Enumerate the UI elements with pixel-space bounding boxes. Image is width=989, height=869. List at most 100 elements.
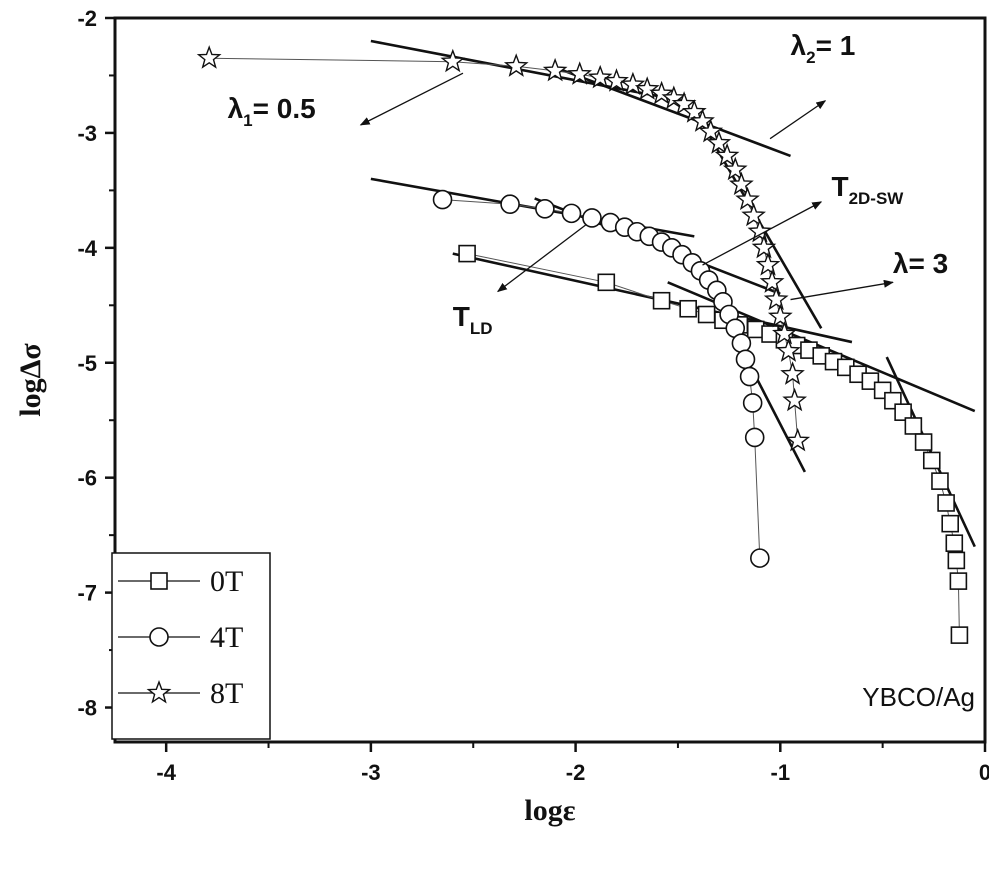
data-point [767, 303, 793, 328]
y-tick-label: -8 [77, 696, 97, 721]
data-point [649, 80, 674, 105]
data-point [661, 85, 687, 109]
data-point [698, 118, 724, 143]
data-point [941, 514, 960, 533]
data-point [582, 208, 602, 228]
annotation-subscript: 2 [806, 48, 815, 67]
data-point [922, 451, 941, 470]
data-point [714, 142, 740, 167]
annotation-main: λ [228, 93, 244, 124]
data-point [785, 427, 811, 452]
data-series [196, 45, 969, 644]
data-point [949, 572, 968, 590]
legend-label: 0T [210, 565, 243, 598]
legend-marker [149, 627, 169, 647]
y-tick-label: -7 [77, 581, 97, 606]
data-point [432, 189, 453, 210]
x-axis-label: logε [524, 794, 575, 827]
annotation-label: λ1= 0.5 [228, 93, 316, 130]
data-point [782, 387, 808, 412]
plot-frame [113, 16, 987, 744]
axis-ticks: -4 -3 -2 -1 0 -8 -7 -6 -5 -4 -3 -2 [77, 6, 989, 785]
data-point [947, 551, 966, 570]
fit-lines [370, 39, 976, 548]
annotation-subscript: 1 [243, 111, 252, 130]
annotation-main: T [831, 171, 848, 202]
annotation-rest: = 0.5 [253, 93, 316, 124]
x-tick-label: 0 [979, 760, 989, 785]
data-point [950, 626, 969, 644]
data-point [682, 99, 707, 123]
data-point [697, 305, 716, 324]
data-point [690, 108, 715, 132]
series-8T [196, 45, 811, 452]
data-point [776, 338, 801, 362]
annotation-rest: = 3 [908, 248, 948, 279]
y-tick-label: -2 [77, 6, 97, 31]
data-point [679, 299, 697, 318]
legend-label: 4T [210, 621, 243, 654]
annotation-label: T2D-SW [831, 171, 904, 208]
series-0T [458, 244, 969, 644]
annotation-arrow [769, 100, 827, 140]
data-point [744, 427, 765, 448]
annotation-subscript: 2D-SW [849, 189, 905, 208]
legend-box [111, 552, 271, 740]
data-point [458, 244, 476, 263]
annotation-label: λ2= 1 [791, 30, 856, 67]
y-tick-label: -4 [77, 236, 97, 261]
data-point [440, 48, 466, 73]
data-point [780, 361, 805, 385]
y-tick-label: -6 [77, 466, 97, 491]
legend-item-4T: 4T [118, 621, 243, 654]
data-point [587, 64, 613, 89]
data-point [945, 534, 964, 552]
data-point [196, 45, 222, 69]
legend-marker [150, 572, 168, 590]
annotation-main: λ [893, 248, 909, 279]
data-point [931, 472, 949, 490]
data-point [739, 366, 760, 387]
annotation-arrow [702, 201, 823, 266]
data-point [735, 349, 756, 370]
data-point [755, 252, 781, 276]
data-point [542, 57, 568, 82]
annotation-arrow [497, 224, 587, 293]
data-point [620, 71, 646, 96]
data-point [500, 194, 520, 214]
sample-label: YBCO/Ag [862, 682, 975, 712]
y-axis-label: logΔσ [14, 343, 47, 417]
data-point [735, 186, 760, 211]
data-point [731, 333, 752, 354]
data-point [894, 403, 912, 421]
data-point [741, 202, 766, 227]
legend-item-8T: 8T [118, 677, 243, 710]
series-4T [432, 189, 770, 568]
data-point [634, 76, 660, 100]
data-point [914, 433, 933, 451]
series-line [442, 199, 761, 559]
y-tick-label: -5 [77, 351, 97, 376]
annotation-subscript: LD [470, 319, 493, 338]
data-point [604, 68, 629, 92]
annotation-main: λ [791, 30, 807, 61]
data-point [535, 198, 555, 219]
annotation-label: λ= 3 [893, 248, 948, 279]
data-point [503, 53, 529, 77]
x-tick-label: -2 [566, 760, 586, 785]
fit-line [370, 39, 689, 104]
data-point [706, 130, 732, 154]
data-point [759, 269, 785, 293]
annotation-main: T [453, 301, 470, 332]
data-point [763, 286, 789, 311]
data-point [722, 156, 748, 181]
legend-item-0T: 0T [118, 565, 243, 598]
data-point [751, 234, 777, 259]
data-point [597, 273, 616, 292]
data-point [750, 548, 770, 568]
annotation-arrow [790, 279, 894, 301]
annotation-arrow [359, 72, 464, 126]
legend-label: 8T [210, 677, 243, 710]
